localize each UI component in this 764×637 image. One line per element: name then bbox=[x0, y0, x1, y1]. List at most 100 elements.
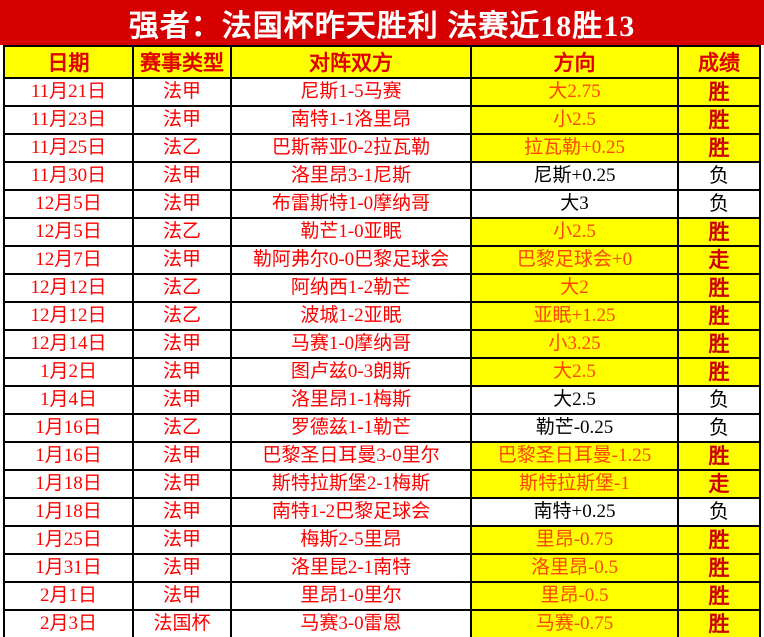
cell-date: 1月25日 bbox=[3, 525, 134, 555]
cell-league: 法甲 bbox=[132, 385, 232, 415]
cell-direction: 大2.5 bbox=[470, 385, 679, 415]
cell-match: 尼斯1-5马赛 bbox=[230, 77, 472, 107]
table-row: 11月23日 法甲 南特1-1洛里昂 小2.5 胜 bbox=[3, 105, 761, 135]
cell-direction: 洛里昂-0.5 bbox=[470, 553, 679, 583]
cell-match: 梅斯2-5里昂 bbox=[230, 525, 472, 555]
cell-date: 2月1日 bbox=[3, 581, 134, 611]
table-row: 12月12日 法乙 阿纳西1-2勒芒 大2 胜 bbox=[3, 273, 761, 303]
cell-date: 12月14日 bbox=[3, 329, 134, 359]
cell-date: 11月23日 bbox=[3, 105, 134, 135]
cell-league: 法国杯 bbox=[132, 609, 232, 637]
cell-date: 11月25日 bbox=[3, 133, 134, 163]
cell-date: 12月5日 bbox=[3, 189, 134, 219]
cell-league: 法乙 bbox=[132, 133, 232, 163]
cell-direction: 尼斯+0.25 bbox=[470, 161, 679, 191]
cell-direction: 南特+0.25 bbox=[470, 497, 679, 527]
cell-result: 胜 bbox=[677, 329, 761, 359]
cell-result: 胜 bbox=[677, 609, 761, 637]
cell-league: 法甲 bbox=[132, 329, 232, 359]
cell-league: 法甲 bbox=[132, 497, 232, 527]
cell-result: 胜 bbox=[677, 357, 761, 387]
table-row: 12月5日 法甲 布雷斯特1-0摩纳哥 大3 负 bbox=[3, 189, 761, 219]
cell-direction: 勒芒-0.25 bbox=[470, 413, 679, 443]
cell-match: 里昂1-0里尔 bbox=[230, 581, 472, 611]
cell-direction: 小2.5 bbox=[470, 217, 679, 247]
table-row: 1月18日 法甲 南特1-2巴黎足球会 南特+0.25 负 bbox=[3, 497, 761, 527]
cell-direction: 大2.75 bbox=[470, 77, 679, 107]
header-match: 对阵双方 bbox=[230, 45, 472, 79]
table-row: 2月3日 法国杯 马赛3-0雷恩 马赛-0.75 胜 bbox=[3, 609, 761, 637]
table-row: 11月30日 法甲 洛里昂3-1尼斯 尼斯+0.25 负 bbox=[3, 161, 761, 191]
cell-match: 马赛3-0雷恩 bbox=[230, 609, 472, 637]
cell-result: 负 bbox=[677, 161, 761, 191]
cell-league: 法甲 bbox=[132, 441, 232, 471]
cell-match: 斯特拉斯堡2-1梅斯 bbox=[230, 469, 472, 499]
cell-league: 法甲 bbox=[132, 525, 232, 555]
table-row: 12月12日 法乙 波城1-2亚眠 亚眠+1.25 胜 bbox=[3, 301, 761, 331]
table-row: 1月2日 法甲 图卢兹0-3朗斯 大2.5 胜 bbox=[3, 357, 761, 387]
cell-direction: 里昂-0.5 bbox=[470, 581, 679, 611]
cell-date: 2月3日 bbox=[3, 609, 134, 637]
title-banner: 强者：法国杯昨天胜利 法赛近18胜13 bbox=[0, 0, 764, 45]
table-row: 12月7日 法甲 勒阿弗尔0-0巴黎足球会 巴黎足球会+0 走 bbox=[3, 245, 761, 275]
cell-league: 法乙 bbox=[132, 301, 232, 331]
cell-result: 胜 bbox=[677, 301, 761, 331]
cell-league: 法乙 bbox=[132, 273, 232, 303]
table-row: 12月5日 法乙 勒芒1-0亚眠 小2.5 胜 bbox=[3, 217, 761, 247]
cell-match: 波城1-2亚眠 bbox=[230, 301, 472, 331]
table-row: 1月4日 法甲 洛里昂1-1梅斯 大2.5 负 bbox=[3, 385, 761, 415]
cell-result: 胜 bbox=[677, 217, 761, 247]
cell-league: 法甲 bbox=[132, 581, 232, 611]
cell-match: 巴斯蒂亚0-2拉瓦勒 bbox=[230, 133, 472, 163]
cell-date: 12月5日 bbox=[3, 217, 134, 247]
table-header: 日期 赛事类型 对阵双方 方向 成绩 bbox=[3, 45, 761, 79]
cell-league: 法甲 bbox=[132, 77, 232, 107]
cell-league: 法乙 bbox=[132, 413, 232, 443]
cell-date: 12月12日 bbox=[3, 301, 134, 331]
cell-result: 胜 bbox=[677, 441, 761, 471]
cell-match: 勒芒1-0亚眠 bbox=[230, 217, 472, 247]
cell-result: 胜 bbox=[677, 77, 761, 107]
header-result: 成绩 bbox=[677, 45, 761, 79]
table-body: 11月21日 法甲 尼斯1-5马赛 大2.75 胜 11月23日 法甲 南特1-… bbox=[3, 77, 761, 637]
header-row: 日期 赛事类型 对阵双方 方向 成绩 bbox=[3, 45, 761, 79]
cell-match: 巴黎圣日耳曼3-0里尔 bbox=[230, 441, 472, 471]
cell-league: 法甲 bbox=[132, 357, 232, 387]
cell-direction: 巴黎足球会+0 bbox=[470, 245, 679, 275]
cell-date: 1月2日 bbox=[3, 357, 134, 387]
cell-match: 图卢兹0-3朗斯 bbox=[230, 357, 472, 387]
cell-match: 阿纳西1-2勒芒 bbox=[230, 273, 472, 303]
cell-result: 胜 bbox=[677, 105, 761, 135]
cell-date: 1月16日 bbox=[3, 441, 134, 471]
cell-date: 1月31日 bbox=[3, 553, 134, 583]
table-row: 1月18日 法甲 斯特拉斯堡2-1梅斯 斯特拉斯堡-1 走 bbox=[3, 469, 761, 499]
cell-direction: 亚眠+1.25 bbox=[470, 301, 679, 331]
cell-league: 法甲 bbox=[132, 245, 232, 275]
table-row: 1月25日 法甲 梅斯2-5里昂 里昂-0.75 胜 bbox=[3, 525, 761, 555]
results-table: 日期 赛事类型 对阵双方 方向 成绩 11月21日 法甲 尼斯1-5马赛 大2.… bbox=[3, 45, 761, 637]
table-row: 1月16日 法乙 罗德兹1-1勒芒 勒芒-0.25 负 bbox=[3, 413, 761, 443]
cell-direction: 里昂-0.75 bbox=[470, 525, 679, 555]
cell-direction: 大2.5 bbox=[470, 357, 679, 387]
table-row: 1月31日 法甲 洛里昆2-1南特 洛里昂-0.5 胜 bbox=[3, 553, 761, 583]
cell-direction: 巴黎圣日耳曼-1.25 bbox=[470, 441, 679, 471]
cell-date: 1月18日 bbox=[3, 469, 134, 499]
header-date: 日期 bbox=[3, 45, 134, 79]
cell-match: 洛里昂3-1尼斯 bbox=[230, 161, 472, 191]
table-row: 11月21日 法甲 尼斯1-5马赛 大2.75 胜 bbox=[3, 77, 761, 107]
cell-match: 勒阿弗尔0-0巴黎足球会 bbox=[230, 245, 472, 275]
cell-date: 12月12日 bbox=[3, 273, 134, 303]
table-row: 12月14日 法甲 马赛1-0摩纳哥 小3.25 胜 bbox=[3, 329, 761, 359]
cell-result: 走 bbox=[677, 469, 761, 499]
cell-date: 11月30日 bbox=[3, 161, 134, 191]
cell-league: 法甲 bbox=[132, 161, 232, 191]
header-league: 赛事类型 bbox=[132, 45, 232, 79]
cell-direction: 拉瓦勒+0.25 bbox=[470, 133, 679, 163]
cell-direction: 小2.5 bbox=[470, 105, 679, 135]
cell-date: 1月4日 bbox=[3, 385, 134, 415]
cell-match: 南特1-2巴黎足球会 bbox=[230, 497, 472, 527]
header-direction: 方向 bbox=[470, 45, 679, 79]
cell-league: 法甲 bbox=[132, 469, 232, 499]
cell-date: 12月7日 bbox=[3, 245, 134, 275]
cell-direction: 小3.25 bbox=[470, 329, 679, 359]
